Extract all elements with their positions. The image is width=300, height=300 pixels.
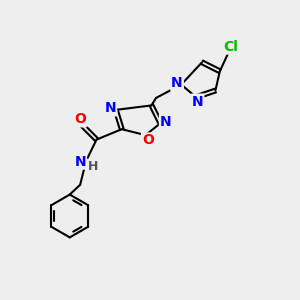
Text: H: H <box>87 160 98 173</box>
Text: O: O <box>142 134 154 148</box>
Text: N: N <box>74 154 86 169</box>
Text: N: N <box>160 115 172 129</box>
Text: N: N <box>192 94 203 109</box>
Text: O: O <box>74 112 86 126</box>
Text: N: N <box>171 76 183 90</box>
Text: N: N <box>105 101 116 116</box>
Text: Cl: Cl <box>223 40 238 54</box>
